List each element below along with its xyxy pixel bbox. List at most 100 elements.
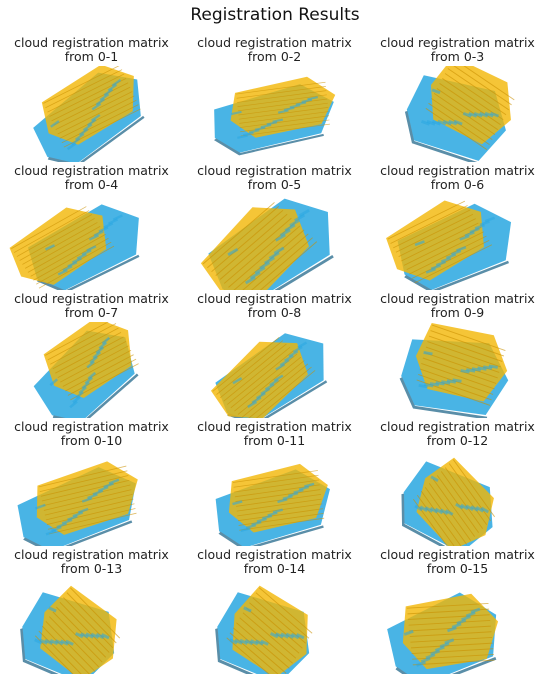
- panel-title: cloud registration matrix from 0-15: [380, 547, 535, 576]
- scan-line: [16, 214, 93, 257]
- cloud-speckle: [244, 276, 256, 285]
- cloud-speckle: [285, 632, 295, 639]
- cloud-speckle: [99, 93, 110, 101]
- cloud-speckle: [44, 244, 56, 251]
- scan-line: [48, 512, 137, 535]
- cloud-edge: [23, 520, 133, 546]
- cloud-speckle: [434, 507, 444, 515]
- point-cloud-render: [20, 585, 121, 674]
- cloud-edge: [404, 260, 509, 290]
- scan-line: [39, 470, 128, 493]
- scan-line: [45, 322, 114, 356]
- panel-title: cloud registration matrix from 0-8: [197, 291, 352, 320]
- cloud-edge: [218, 525, 324, 546]
- panel-0-9: cloud registration matrix from 0-9: [366, 292, 549, 420]
- cloud-speckle: [92, 351, 102, 359]
- scan-line: [398, 218, 476, 257]
- cloud-speckle: [100, 633, 110, 640]
- scan-line: [237, 94, 327, 107]
- scan-line: [420, 490, 464, 546]
- panel-0-4: cloud registration matrix from 0-4: [0, 164, 183, 292]
- scan-line: [240, 237, 313, 290]
- scan-line: [427, 341, 501, 368]
- scan-line: [411, 642, 493, 649]
- scan-line: [424, 486, 468, 545]
- scan-line: [236, 493, 322, 507]
- cloud-edge: [47, 115, 145, 162]
- panel-title: cloud registration matrix from 0-11: [197, 419, 352, 448]
- cloud-speckle: [475, 506, 484, 513]
- panel-grid: cloud registration matrix from 0-1 cloud …: [0, 36, 550, 676]
- cloud-speckle: [260, 639, 269, 646]
- scan-line: [38, 630, 89, 674]
- cloud-speckle: [103, 88, 114, 97]
- figure-title: Registration Results: [190, 5, 360, 25]
- scan-line: [242, 612, 297, 659]
- panel-0-13: cloud registration matrix from 0-13: [0, 548, 183, 676]
- cloud-speckle: [290, 632, 300, 640]
- scan-line: [235, 489, 321, 502]
- scan-line: [448, 463, 491, 522]
- cloud-speckle: [442, 119, 452, 126]
- scan-line: [38, 245, 115, 289]
- cloud-speckle: [70, 137, 81, 146]
- scan-line: [232, 627, 287, 674]
- scan-line: [59, 99, 137, 139]
- cloud-speckle: [264, 383, 275, 391]
- cloud-speckle: [62, 265, 73, 272]
- source-cloud: [9, 207, 107, 285]
- cloud-speckle: [484, 111, 494, 118]
- cloud-speckle: [453, 119, 463, 126]
- cloud-speckle: [294, 213, 306, 222]
- scan-line: [239, 517, 325, 531]
- cloud-speckle: [403, 629, 414, 636]
- cloud-speckle: [288, 350, 299, 358]
- cloud-speckle: [76, 253, 87, 260]
- point-cloud-render: [210, 333, 328, 418]
- cloud-speckle: [437, 119, 447, 126]
- scan-line: [255, 592, 310, 639]
- cloud-speckle: [284, 354, 294, 362]
- scan-line: [42, 625, 92, 674]
- cloud-edge: [222, 254, 334, 290]
- cloud-speckle: [471, 367, 482, 372]
- cloud-speckle: [419, 505, 428, 512]
- cloud-edge: [215, 628, 280, 674]
- cloud-speckle: [439, 508, 449, 515]
- cloud-speckle: [430, 475, 439, 483]
- scan-line: [418, 374, 492, 401]
- cloud-speckle: [279, 359, 290, 367]
- cloud-speckle: [488, 364, 498, 369]
- cloud-speckle: [269, 378, 280, 387]
- source-cloud: [36, 461, 138, 535]
- scan-line: [239, 617, 293, 664]
- cloud-speckle: [298, 208, 310, 217]
- cloud-speckle: [448, 119, 458, 126]
- scan-line: [236, 233, 309, 290]
- scan-line: [409, 235, 487, 275]
- cloud-speckle: [98, 226, 109, 233]
- scan-line: [226, 350, 294, 405]
- panel-0-15: cloud registration matrix from 0-15: [366, 548, 549, 676]
- scan-line: [56, 606, 107, 658]
- scan-line: [13, 210, 90, 253]
- scan-line: [412, 659, 495, 666]
- scan-line: [34, 635, 85, 674]
- cloud-speckle: [95, 346, 105, 355]
- point-cloud-render: [401, 457, 495, 546]
- cloud-edge: [20, 628, 85, 674]
- cloud-speckle: [65, 639, 74, 646]
- scan-line: [202, 202, 275, 265]
- scan-line: [245, 241, 318, 290]
- cloud-speckle: [87, 371, 97, 380]
- cloud-speckle: [459, 234, 470, 241]
- point-cloud-render: [387, 592, 499, 674]
- scan-line: [436, 88, 499, 131]
- scan-line: [51, 82, 129, 122]
- point-cloud-render: [215, 463, 330, 546]
- cloud-speckle: [264, 256, 275, 265]
- scan-line: [387, 200, 466, 240]
- cloud-speckle: [425, 267, 436, 274]
- cloud-speckle: [244, 639, 254, 646]
- cloud-speckle: [54, 639, 64, 646]
